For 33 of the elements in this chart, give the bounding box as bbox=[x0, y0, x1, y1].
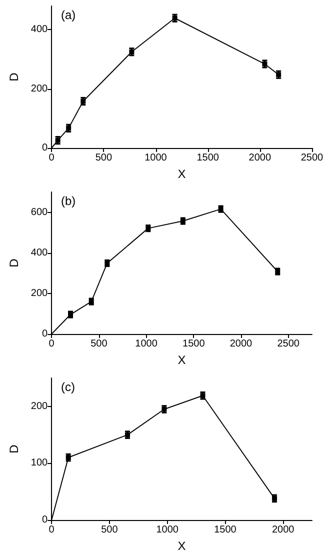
x-tick-label: 1500 bbox=[214, 524, 237, 536]
x-tick-label: 2000 bbox=[272, 524, 295, 536]
x-tick-label: 500 bbox=[90, 338, 108, 350]
x-axis-title: X bbox=[178, 353, 186, 367]
x-tick-label: 2000 bbox=[248, 152, 272, 164]
x-tick-label: 1500 bbox=[182, 338, 206, 350]
chart-title: (c) bbox=[61, 380, 75, 394]
y-tick-label: 0 bbox=[42, 514, 48, 526]
y-axis-title: D bbox=[7, 258, 21, 268]
x-tick-label: 2500 bbox=[277, 338, 300, 350]
y-tick-label: 0 bbox=[42, 328, 48, 340]
x-tick-label: 2000 bbox=[230, 338, 253, 350]
y-tick-label: 600 bbox=[30, 206, 48, 218]
y-tick-label: 400 bbox=[30, 24, 48, 36]
x-tick-label: 1000 bbox=[135, 338, 158, 350]
x-tick-label: 1000 bbox=[144, 152, 168, 164]
y-tick-label: 100 bbox=[30, 458, 48, 469]
chart-title: (b) bbox=[61, 194, 76, 208]
y-axis-title: D bbox=[7, 444, 21, 454]
x-axis-title: X bbox=[178, 539, 186, 553]
y-axis-title: D bbox=[7, 72, 21, 82]
y-tick-label: 200 bbox=[30, 83, 48, 94]
x-tick-label: 2500 bbox=[300, 152, 324, 164]
x-tick-label: 500 bbox=[101, 524, 118, 536]
y-tick-label: 0 bbox=[42, 142, 48, 154]
y-tick-label: 200 bbox=[30, 288, 48, 299]
x-tick-label: 1000 bbox=[156, 524, 179, 536]
chart-title: (a) bbox=[61, 8, 76, 22]
y-tick-label: 400 bbox=[30, 247, 48, 258]
x-tick-label: 1500 bbox=[196, 152, 220, 164]
y-tick-label: 200 bbox=[30, 400, 48, 412]
x-tick-label: 500 bbox=[95, 152, 112, 164]
x-axis-title: X bbox=[178, 167, 186, 181]
